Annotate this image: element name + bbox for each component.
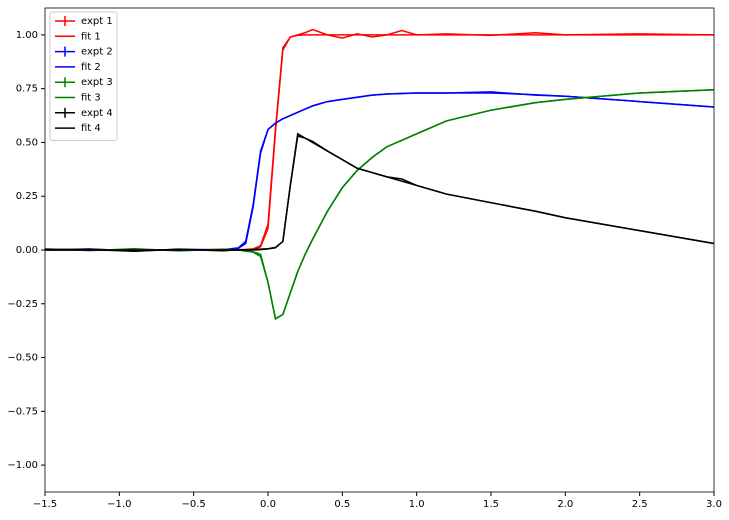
legend-label: expt 1 (81, 16, 113, 27)
legend-label: fit 1 (81, 31, 101, 42)
y-tick-label: −0.25 (7, 299, 38, 310)
x-tick-label: −1.5 (33, 499, 57, 510)
y-tick-label: −0.75 (7, 406, 38, 417)
x-tick-label: 1.0 (409, 499, 425, 510)
legend-label: fit 4 (81, 123, 101, 134)
legend-label: expt 2 (81, 47, 113, 58)
series-line (45, 88, 715, 321)
series-line (44, 28, 715, 252)
series-line (45, 92, 715, 251)
series-line (44, 91, 715, 252)
x-tick-label: −0.5 (182, 499, 206, 510)
y-tick-label: 0.00 (16, 245, 38, 256)
series-line (45, 135, 715, 251)
x-tick-label: 2.0 (557, 499, 573, 510)
x-tick-label: 2.5 (632, 499, 648, 510)
plot-frame (44, 7, 715, 493)
series-line (45, 34, 714, 251)
legend-label: expt 4 (81, 108, 113, 119)
legend-label: expt 3 (81, 77, 113, 88)
y-tick-label: 1.00 (16, 30, 38, 41)
y-tick-label: 0.25 (16, 191, 38, 202)
legend-label: fit 3 (81, 93, 101, 104)
x-tick-label: 1.5 (483, 499, 499, 510)
legend-box (49, 11, 118, 141)
y-tick-label: −1.00 (7, 460, 38, 471)
y-tick-label: −0.50 (7, 353, 38, 364)
y-tick-label: 0.75 (16, 84, 38, 95)
legend-label: fit 2 (81, 62, 101, 73)
x-tick-label: 0.5 (334, 499, 350, 510)
series-line (44, 88, 715, 321)
x-tick-label: 3.0 (706, 499, 722, 510)
x-tick-label: 0.0 (260, 499, 276, 510)
y-tick-label: 0.50 (16, 137, 38, 148)
x-tick-label: −1.0 (107, 499, 131, 510)
